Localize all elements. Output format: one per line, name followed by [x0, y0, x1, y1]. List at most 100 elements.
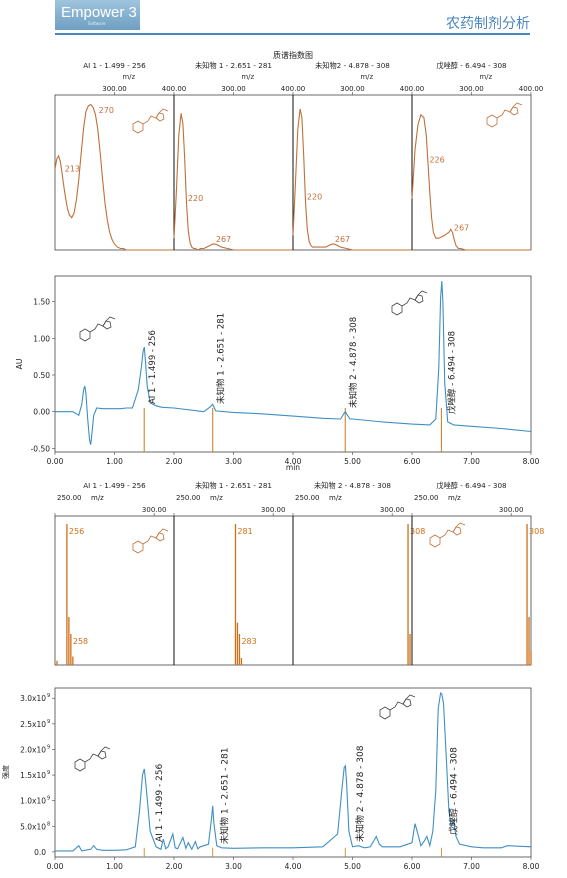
page-header: Empower 3 Software 农药制剂分析 [0, 0, 567, 40]
ms-chrom-x-tick-label: 4.00 [285, 862, 302, 871]
uv-chrom-y-tick-label: 1.00 [33, 334, 50, 343]
uv-x-tick-label: 400.00 [519, 85, 544, 93]
ms-x-tick-label: 250.00 [176, 494, 201, 502]
ms-chrom-y-tick-label: 0.0 [34, 848, 46, 857]
uv-chrom-y-tick-label: 1.50 [33, 298, 50, 307]
side-group [405, 694, 416, 700]
ms-chrom-y-tick-exponent: 9 [47, 796, 50, 802]
structure-tebuconazole [486, 102, 523, 128]
uv-peak-label: 未知物 1 - 2.651 - 281 [216, 313, 227, 404]
page-title: 农药制剂分析 [446, 16, 530, 32]
ms-peak-label: 戊唑醇 - 6.494 - 308 [447, 747, 459, 835]
ms-chrom-y-tick-exponent: 8 [47, 821, 50, 827]
uv-peak-label: 220 [307, 192, 322, 201]
uv-tile-xlabel: m/z [479, 73, 492, 81]
ms-x-tick-label: 250.00 [295, 494, 320, 502]
ms-chrom-y-tick-exponent: 9 [47, 719, 50, 725]
uv-chrom-y-tick-label: 0.00 [33, 408, 50, 417]
ms-tile-name: 未知物 1 - 2.651 - 281 [195, 481, 272, 490]
side-group [105, 316, 116, 322]
uv-x-tick-label: 300.00 [221, 85, 246, 93]
ms-x-tick-label: 300.00 [499, 506, 524, 514]
ms-tile-xlabel: m/z [210, 494, 223, 502]
structure-ai1-ms-chrom [74, 746, 111, 772]
uv-x-tick-label: 400.00 [162, 85, 187, 93]
side-group [158, 528, 169, 534]
ring-a [74, 758, 86, 772]
ring-b [155, 112, 165, 122]
ms-chrom-y-tick-label: 2.0x10 [20, 745, 46, 754]
ring-b [97, 750, 107, 760]
side-group [512, 102, 523, 108]
uv-peak-label: 267 [335, 235, 350, 244]
ring-a [79, 328, 91, 342]
uv-chrom-x-tick-label: 3.00 [225, 457, 242, 466]
structure-ai1-ms [132, 528, 169, 554]
uv-x-tick-label: 300.00 [340, 85, 365, 93]
uv-spectrum-line [173, 113, 293, 251]
ms-chrom-x-tick-label: 6.00 [404, 862, 421, 871]
uv-peak-label: 220 [188, 194, 203, 203]
ms-x-tick-label: 300.00 [142, 506, 167, 514]
ms-peak-label: 283 [241, 637, 256, 646]
uv-peak-label: 未知物 2 - 4.878 - 308 [348, 317, 359, 408]
ms-chromatogram-frame [54, 687, 532, 858]
uv-tile-name: 戊唑醇 - 6.494 - 308 [436, 61, 507, 70]
ms-tile-name: 戊唑醇 - 6.494 - 308 [436, 481, 507, 490]
logo-text: Empower 3 [61, 4, 137, 21]
uv-spectrum-line [54, 103, 174, 251]
ms-chrom-y-tick-label: 1.0x10 [20, 797, 46, 806]
uv-spectrum-line [292, 108, 412, 251]
uv-x-tick-label: 300.00 [102, 85, 127, 93]
ms-chrom-ylabel: 强度 [1, 765, 10, 779]
ms-chrom-x-tick-label: 8.00 [523, 862, 540, 871]
ms-chrom-x-tick-label: 3.00 [225, 862, 242, 871]
uv-peak-label: 戊唑醇 - 6.494 - 308 [446, 331, 457, 414]
uv-x-tick-label: 400.00 [281, 85, 306, 93]
ms-x-tick-label: 300.00 [261, 506, 286, 514]
uv-chrom-x-tick-label: 5.00 [344, 457, 361, 466]
empower-logo: Empower 3 Software [55, 0, 140, 30]
ring-a [486, 114, 498, 128]
uv-x-tick-label: 300.00 [459, 85, 484, 93]
uv-chromatogram-line [55, 281, 532, 445]
ms-tile-xlabel: m/z [448, 494, 461, 502]
ms-peak-label: AI 1 - 1.499 - 256 [155, 763, 165, 842]
ms-peak-label: 未知物 2 - 4.878 - 308 [354, 745, 366, 842]
uv-peak-label: 213 [65, 165, 80, 174]
side-group [158, 108, 169, 114]
ms-tile-name: AI 1 - 1.499 - 256 [83, 481, 146, 490]
ms-tile-xlabel: m/z [329, 494, 342, 502]
uv-tile-name: 未知物 1 - 2.651 - 281 [195, 61, 272, 70]
ms-chrom-y-tick-label: 1.5x10 [20, 771, 46, 780]
ring-a [132, 120, 144, 134]
ms-chrom-y-tick-exponent: 9 [47, 744, 50, 750]
ms-peak-label: 256 [69, 527, 84, 536]
ms-tile-name: 未知物 2 - 4.878 - 308 [314, 481, 391, 490]
uv-chrom-y-tick-label: 0.50 [33, 371, 50, 380]
ms-peak-label: 未知物 1 - 2.651 - 281 [219, 748, 231, 844]
uv-chrom-x-tick-label: 1.00 [106, 457, 123, 466]
ms-chrom-x-tick-label: 2.00 [166, 862, 183, 871]
uv-spectrum-line [411, 113, 531, 251]
uv-chrom-xlabel: min [286, 463, 300, 472]
ms-chrom-y-tick-exponent: 9 [47, 770, 50, 776]
ms-chrom-y-tick-label: 2.5x10 [20, 720, 46, 729]
uv-peak-label: 270 [99, 106, 114, 115]
ms-x-tick-label: 250.00 [414, 494, 439, 502]
ms-chrom-x-tick-label: 0.00 [47, 862, 64, 871]
structure-tebuconazole-uv [391, 290, 428, 316]
ms-chrom-x-tick-label: 1.00 [106, 862, 123, 871]
ring-b [414, 294, 424, 304]
uv-tile-xlabel: m/z [122, 73, 135, 81]
ms-chrom-y-tick-label: 3.0x10 [20, 694, 46, 703]
ms-tile-xlabel: m/z [91, 494, 104, 502]
structure-tebuconazole-ms-chrom [379, 694, 416, 720]
ms-chrom-x-tick-label: 7.00 [463, 862, 480, 871]
uv-peak-label: 267 [216, 235, 231, 244]
uv-peak-label: 226 [429, 156, 444, 165]
ring-b [102, 320, 112, 330]
ring-b [155, 532, 165, 542]
uv-tile-xlabel: m/z [360, 73, 373, 81]
